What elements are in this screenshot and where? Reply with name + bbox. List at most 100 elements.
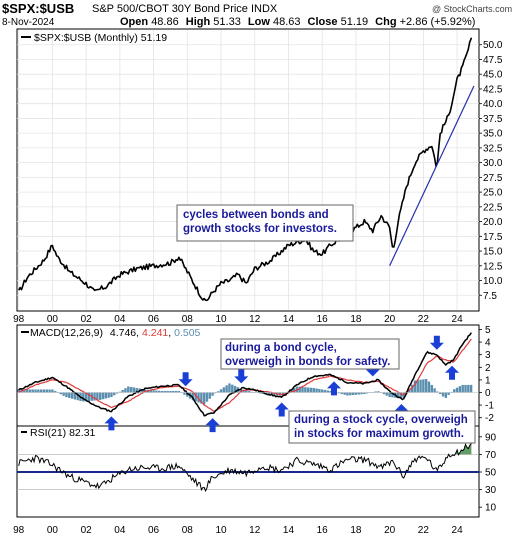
price-x-tick-label: 08 <box>182 314 194 325</box>
rsi-legend: RSI(21) 82.31 <box>21 427 96 439</box>
macd-histogram-bar <box>59 392 63 395</box>
close-value: 51.19 <box>340 16 369 28</box>
bottom-x-tick-label: 20 <box>384 525 396 536</box>
bottom-x-tick-label: 04 <box>114 525 126 536</box>
macd-histogram-bar <box>217 391 220 393</box>
hist-legend-value: 0.505 <box>174 327 200 339</box>
macd-histogram-bar <box>267 392 270 396</box>
macd-histogram-bar <box>51 389 54 393</box>
macd-histogram-bar <box>54 391 57 393</box>
up-arrow-icon <box>104 416 119 431</box>
up-arrow-icon <box>274 402 289 417</box>
bottom-x-tick-label: 22 <box>418 525 430 536</box>
macd-histogram-bar <box>410 384 414 393</box>
macd-histogram-bar <box>104 392 108 399</box>
price-x-tick-label: 04 <box>114 314 126 325</box>
up-arrow-icon <box>445 365 460 380</box>
macd-histogram-bar <box>450 391 453 393</box>
macd-histogram-bar <box>250 391 254 393</box>
chg-value: +2.86 (+5.92%) <box>399 16 476 28</box>
macd-histogram-bar <box>444 392 448 398</box>
macd-histogram-bar <box>427 381 431 393</box>
macd-histogram-bar <box>290 389 293 393</box>
annotation-line: cycles between bonds and <box>183 209 329 221</box>
macd-histogram-bar <box>306 387 310 393</box>
macd-histogram-bar <box>135 387 138 393</box>
price-x-tick-label: 10 <box>215 314 227 325</box>
macd-histogram-bar <box>25 389 29 393</box>
macd-histogram-bar <box>354 392 358 395</box>
price-panel-frame <box>16 28 480 312</box>
high-value: 51.33 <box>213 16 241 28</box>
annotation-line: during a stock cycle, overweigh <box>294 414 468 426</box>
macd-histogram-bar <box>219 389 223 393</box>
macd-histogram-bar <box>113 392 116 396</box>
macd-histogram-bar <box>160 390 164 393</box>
rsi-line <box>18 443 472 493</box>
chg-label: Chg <box>375 16 397 28</box>
stockcharts-watermark: @ StockCharts.com <box>432 4 513 14</box>
bottom-x-tick-label: 10 <box>215 525 227 536</box>
price-tick-label: 25.0 <box>483 188 503 199</box>
price-y-ticks: 50.0 47.5 45.0 42.5 40.0 37.5 35.0 32.5 30.0 27.5… <box>479 40 503 302</box>
macd-histogram-bar <box>23 389 26 393</box>
bottom-x-tick-label: 06 <box>148 525 160 536</box>
macd-histogram-bar <box>467 384 470 393</box>
bottom-x-tick-label: 14 <box>283 525 295 536</box>
macd-histogram-bar <box>245 390 248 393</box>
macd-histogram-bar <box>62 392 65 396</box>
annotation-line: growth stocks for investors. <box>183 223 337 235</box>
macd-histogram-bar <box>377 391 380 393</box>
macd-tick-label: 3 <box>485 350 491 361</box>
macd-histogram-bar <box>360 392 363 395</box>
macd-histogram-bar <box>231 384 234 393</box>
price-grid <box>17 30 479 310</box>
macd-tick-label: 1 <box>485 375 491 386</box>
macd-histogram-bar <box>208 392 211 399</box>
price-legend: $SPX:$USB (Monthly) 51.19 <box>21 32 167 44</box>
macd-histogram-bar <box>304 387 307 393</box>
macd-histogram-bar <box>169 390 172 393</box>
signal-line <box>18 338 472 412</box>
macd-histogram-bar <box>107 392 110 398</box>
symbol-title: $SPX:$USB <box>2 1 75 16</box>
price-tick-label: 50.0 <box>483 40 503 51</box>
annotation-stock-cycle: during a stock cycle, overweigh in stocks… <box>288 410 476 444</box>
down-arrow-icon <box>234 369 249 384</box>
annotation-stock-cycle-text: during a stock cycle, overweigh in stocks… <box>294 414 468 440</box>
macd-histogram-bar <box>76 392 79 401</box>
price-tick-label: 47.5 <box>483 55 503 66</box>
macd-histogram-bar <box>98 392 102 400</box>
support-trendline <box>389 85 475 267</box>
price-x-tick-label: 22 <box>418 314 430 325</box>
macd-histogram-bar <box>68 392 71 398</box>
symbol-description: S&P 500/CBOT 30Y Bond Price INDX <box>92 3 278 15</box>
macd-y-ticks: 5 43 21 0 -1-2 <box>17 325 494 424</box>
macd-tick-label: 4 <box>485 338 491 349</box>
price-legend-label: $SPX:$USB (Monthly) 51.19 <box>34 32 167 44</box>
macd-legend-sep1: , <box>136 327 142 339</box>
macd-histogram-bar <box>416 380 419 393</box>
macd-histogram-bar <box>228 383 231 393</box>
macd-histogram-bar <box>202 392 206 405</box>
macd-histogram-bar <box>436 391 439 393</box>
rsi-tick-label: 90 <box>485 432 497 443</box>
macd-histogram-bar <box>121 389 124 393</box>
price-tick-label: 22.5 <box>483 202 503 213</box>
macd-histogram-bar <box>129 386 133 393</box>
macd-histogram-bar <box>118 391 122 393</box>
close-label: Close <box>307 16 338 28</box>
bottom-x-tick-label: 18 <box>350 525 362 536</box>
annotation-line: overweigh in bonds for safety. <box>225 356 390 368</box>
macd-histogram-bar <box>247 391 251 393</box>
price-x-tick-label: 00 <box>47 314 59 325</box>
macd-histogram-bar <box>84 392 88 402</box>
macd-histogram-bar <box>141 388 144 393</box>
price-x-tick-label: 18 <box>350 314 362 325</box>
macd-legend-label: MACD(12,26,9) <box>30 327 103 339</box>
rsi-tick-label: 10 <box>485 503 497 514</box>
annotation-bond-cycle-text: during a bond cycle, overweigh in bonds f… <box>225 342 390 368</box>
price-tick-label: 12.5 <box>483 261 503 272</box>
macd-histogram-bar <box>225 385 228 393</box>
